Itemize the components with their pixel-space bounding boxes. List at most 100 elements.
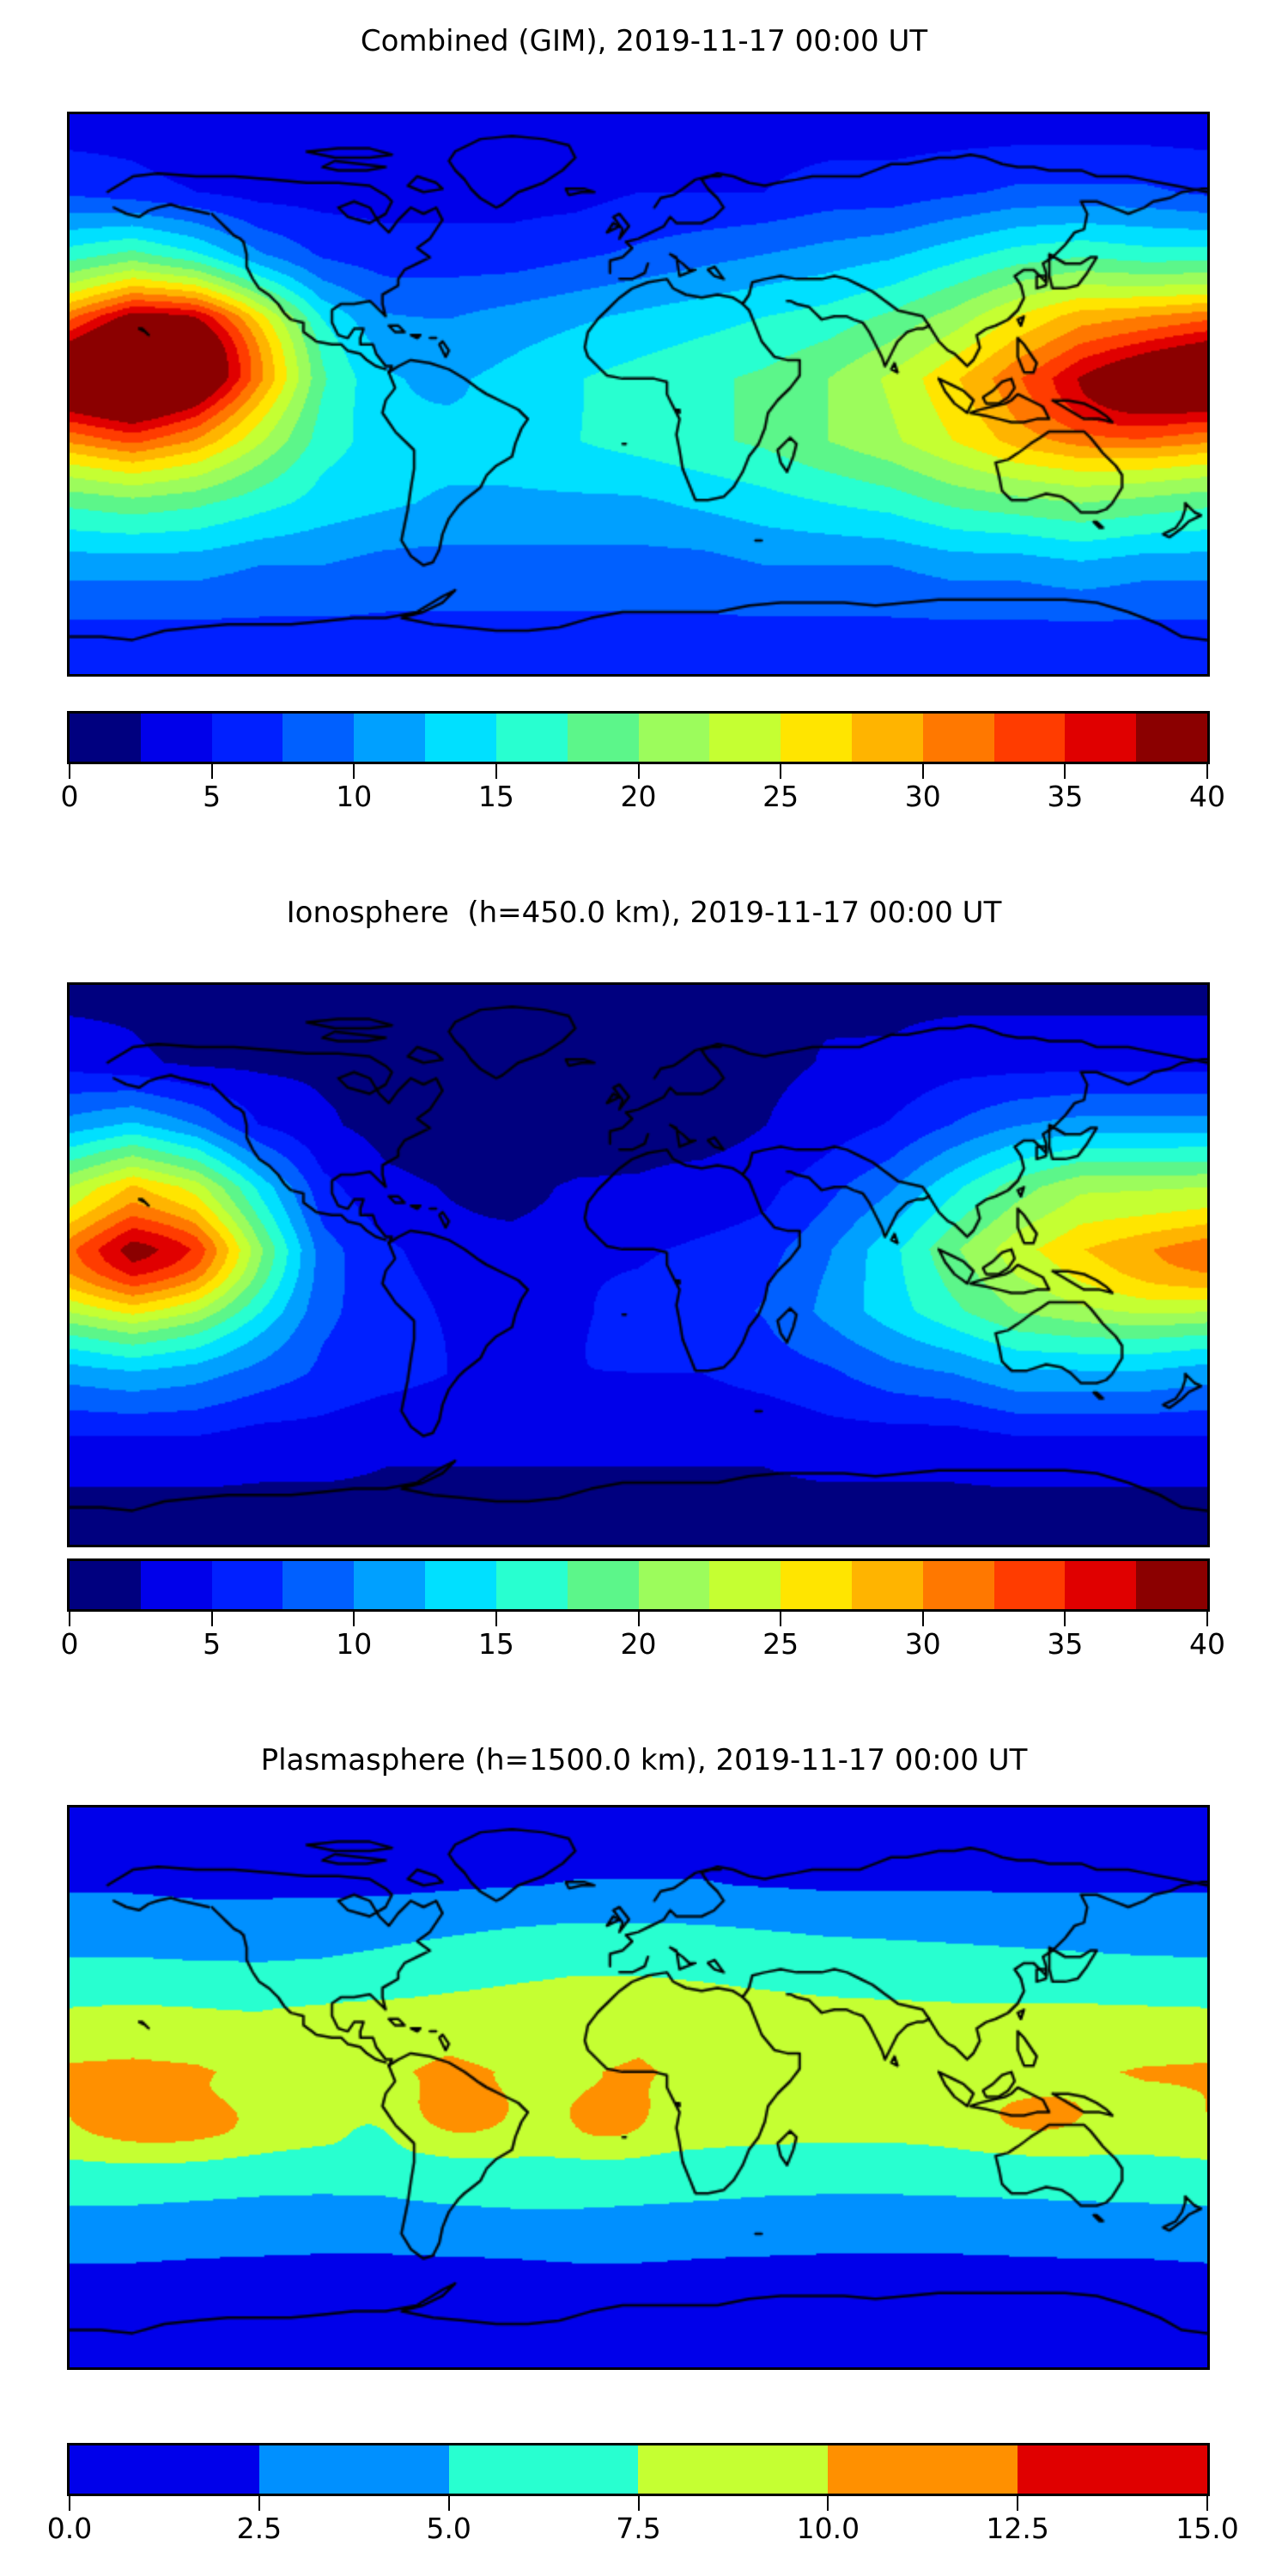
colorbar-ionosphere: 0 5 10 15 20 25 30 35 40 bbox=[61, 1558, 1225, 1667]
colorbar-tick bbox=[1206, 1612, 1208, 1626]
colorbar-tick-label: 25 bbox=[762, 1627, 799, 1661]
colorbar-tick-label: 0 bbox=[60, 1627, 79, 1661]
colorbar-strip-ionosphere bbox=[67, 1558, 1210, 1612]
colorbar-segment bbox=[495, 714, 568, 762]
colorbar-tick bbox=[780, 1612, 782, 1626]
colorbar-segment bbox=[781, 714, 852, 762]
colorbar-tick bbox=[827, 2496, 829, 2511]
map-combined-gim bbox=[67, 112, 1210, 677]
colorbar-segment bbox=[709, 1561, 781, 1609]
colorbar-segment bbox=[993, 714, 1066, 762]
colorbar-tick-label: 30 bbox=[904, 780, 941, 813]
colorbar-tick bbox=[69, 2496, 70, 2511]
colorbar-axis-plasmasphere: 0.0 2.5 5.0 7.5 10.0 12.5 15.0 bbox=[47, 2496, 1239, 2551]
colorbar-segment bbox=[993, 1561, 1066, 1609]
colorbar-tick bbox=[495, 1612, 497, 1626]
colorbar-tick-label: 40 bbox=[1189, 780, 1225, 813]
colorbar-tick-label: 40 bbox=[1189, 1627, 1225, 1661]
colorbar-tick bbox=[1206, 2496, 1208, 2511]
colorbar-tick-label: 5.0 bbox=[426, 2512, 471, 2545]
colorbar-tick-label: 35 bbox=[1047, 1627, 1084, 1661]
colorbar-segment bbox=[1065, 714, 1137, 762]
map-canvas-ionosphere bbox=[70, 985, 1207, 1545]
colorbar-tick-label: 15 bbox=[477, 1627, 514, 1661]
colorbar-tick-label: 12.5 bbox=[986, 2512, 1049, 2545]
colorbar-segment bbox=[211, 714, 283, 762]
colorbar-tick bbox=[637, 2496, 640, 2511]
colorbar-segment bbox=[258, 2445, 449, 2494]
colorbar-axis-ionosphere: 0 5 10 15 20 25 30 35 40 bbox=[61, 1612, 1225, 1667]
colorbar-tick-label: 30 bbox=[904, 1627, 941, 1661]
colorbar-segment bbox=[567, 714, 639, 762]
colorbar-segment bbox=[70, 714, 141, 762]
colorbar-axis-combined-gim: 0 5 10 15 20 25 30 35 40 bbox=[61, 764, 1225, 819]
colorbar-segment bbox=[283, 714, 355, 762]
colorbar-tick bbox=[637, 1612, 640, 1626]
map-plasmasphere bbox=[67, 1805, 1210, 2370]
colorbar-segment bbox=[1136, 1561, 1207, 1609]
colorbar-segment bbox=[709, 714, 781, 762]
colorbar-segment bbox=[495, 1561, 568, 1609]
colorbar-segment bbox=[1065, 1561, 1137, 1609]
colorbar-strip-combined-gim bbox=[67, 711, 1210, 764]
colorbar-segment bbox=[425, 1561, 496, 1609]
colorbar-tick bbox=[353, 1612, 355, 1626]
colorbar-tick bbox=[921, 764, 924, 779]
colorbar-tick bbox=[495, 764, 497, 779]
colorbar-strip-plasmasphere bbox=[67, 2443, 1210, 2496]
colorbar-segment bbox=[354, 1561, 426, 1609]
colorbar-tick-label: 25 bbox=[762, 780, 799, 813]
colorbar-segment bbox=[283, 1561, 355, 1609]
colorbar-segment bbox=[638, 2445, 829, 2494]
colorbar-tick-label: 0 bbox=[60, 780, 79, 813]
colorbar-tick bbox=[1206, 764, 1208, 779]
colorbar-plasmasphere: 0.0 2.5 5.0 7.5 10.0 12.5 15.0 bbox=[47, 2443, 1239, 2551]
colorbar-tick bbox=[210, 764, 213, 779]
colorbar-tick-label: 20 bbox=[620, 780, 657, 813]
colorbar-segment bbox=[638, 714, 710, 762]
colorbar-segment bbox=[851, 1561, 923, 1609]
colorbar-tick-label: 15.0 bbox=[1176, 2512, 1239, 2545]
map-canvas-plasmasphere bbox=[70, 1807, 1207, 2367]
colorbar-segment bbox=[425, 714, 496, 762]
colorbar-tick bbox=[921, 1612, 924, 1626]
colorbar-segment bbox=[70, 1561, 141, 1609]
colorbar-segment bbox=[140, 1561, 212, 1609]
colorbar-tick-label: 20 bbox=[620, 1627, 657, 1661]
colorbar-tick bbox=[258, 2496, 260, 2511]
colorbar-tick-label: 0.0 bbox=[46, 2512, 93, 2545]
colorbar-tick bbox=[1017, 2496, 1019, 2511]
colorbar-tick bbox=[69, 764, 70, 779]
colorbar-tick-label: 35 bbox=[1047, 780, 1084, 813]
colorbar-segment bbox=[638, 1561, 710, 1609]
colorbar-tick-label: 15 bbox=[477, 780, 514, 813]
colorbar-tick bbox=[69, 1612, 70, 1626]
panel-title-plasmasphere: Plasmasphere (h=1500.0 km), 2019-11-17 0… bbox=[260, 1743, 1028, 1777]
colorbar-tick-label: 10.0 bbox=[796, 2512, 860, 2545]
colorbar-segment bbox=[851, 714, 923, 762]
colorbar-tick bbox=[210, 1612, 213, 1626]
colorbar-tick-label: 7.5 bbox=[616, 2512, 661, 2545]
colorbar-tick bbox=[447, 2496, 450, 2511]
colorbar-tick bbox=[1064, 1612, 1066, 1626]
colorbar-segment bbox=[211, 1561, 283, 1609]
colorbar-segment bbox=[828, 2445, 1018, 2494]
colorbar-segment bbox=[70, 2445, 259, 2494]
map-canvas-combined-gim bbox=[70, 114, 1207, 674]
colorbar-tick bbox=[353, 764, 355, 779]
colorbar-tick-label: 10 bbox=[336, 780, 373, 813]
colorbar-segment bbox=[1018, 2445, 1207, 2494]
panel-title-ionosphere: Ionosphere (h=450.0 km), 2019-11-17 00:0… bbox=[286, 896, 1002, 930]
colorbar-tick-label: 5 bbox=[203, 1627, 222, 1661]
colorbar-segment bbox=[922, 1561, 994, 1609]
colorbar-tick bbox=[1064, 764, 1066, 779]
colorbar-segment bbox=[1136, 714, 1207, 762]
colorbar-segment bbox=[140, 714, 212, 762]
colorbar-segment bbox=[781, 1561, 852, 1609]
colorbar-tick-label: 2.5 bbox=[236, 2512, 283, 2545]
colorbar-segment bbox=[448, 2445, 639, 2494]
map-ionosphere bbox=[67, 982, 1210, 1547]
colorbar-tick bbox=[780, 764, 782, 779]
colorbar-segment bbox=[922, 714, 994, 762]
